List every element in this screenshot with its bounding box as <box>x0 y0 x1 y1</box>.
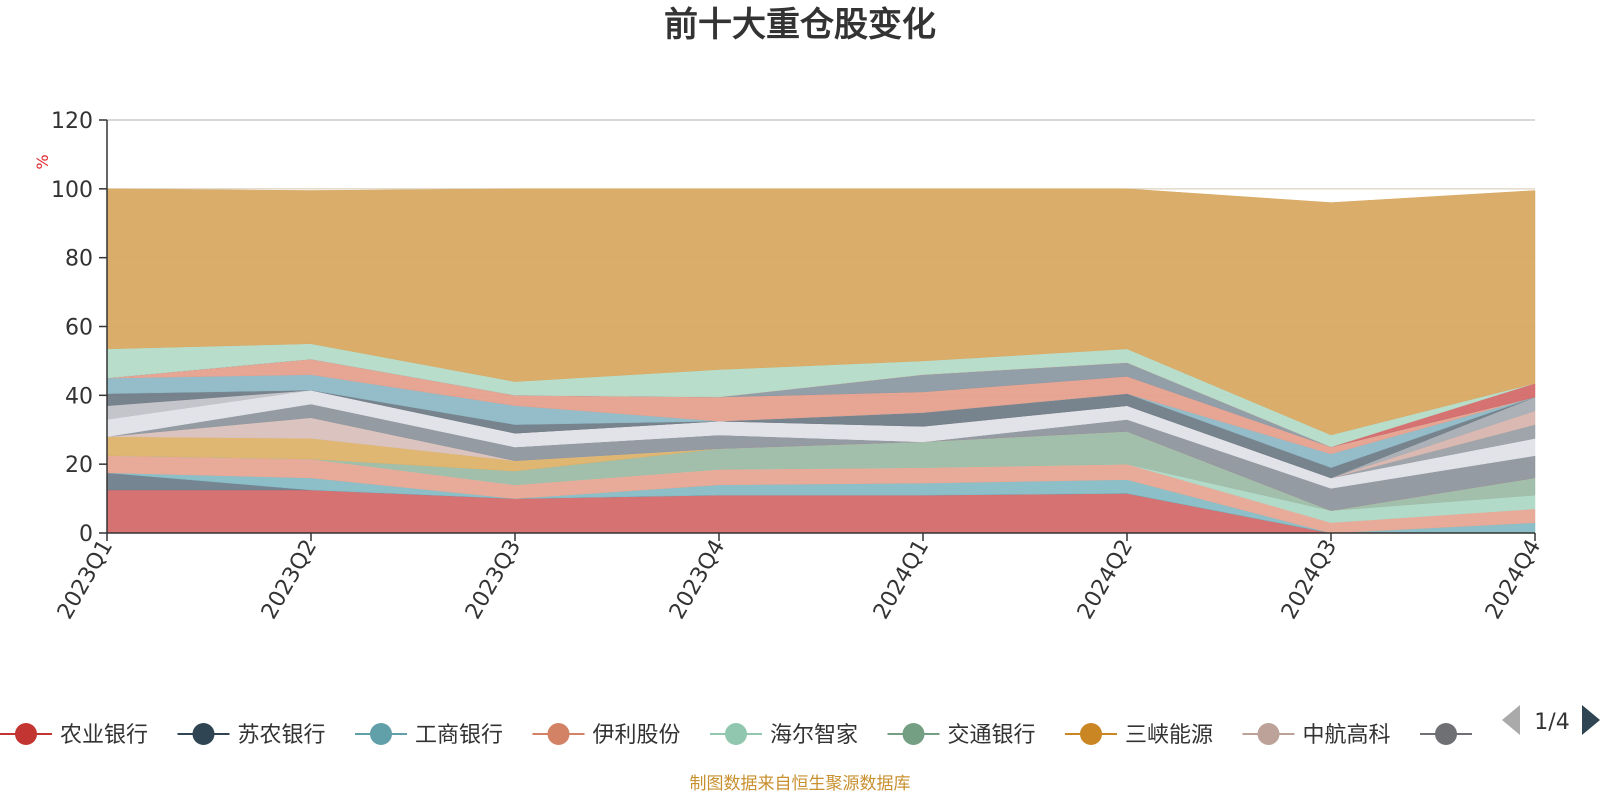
x-ticks: 2023Q1 2023Q2 2023Q3 2023Q4 2024Q1 2024Q2 2024… <box>53 533 1546 624</box>
legend-marker-0 <box>15 723 37 745</box>
x-tick-label-2: 2023Q3 <box>461 536 526 624</box>
legend-item-5[interactable]: 交通银行 <box>887 723 1036 748</box>
chart-title: 前十大重仓股变化 <box>664 5 936 45</box>
y-tick-label-5: 100 <box>51 178 93 203</box>
legend-marker-3 <box>547 723 570 745</box>
legend-pager: 1/4 <box>1502 705 1600 735</box>
y-tick-label-1: 20 <box>65 453 93 478</box>
legend-marker-8 <box>1435 723 1457 745</box>
x-tick-label-6: 2024Q3 <box>1277 536 1342 624</box>
y-axis-unit: % <box>33 154 52 169</box>
legend-label-2: 工商银行 <box>415 723 503 748</box>
legend-item-7[interactable]: 中航高科 <box>1242 723 1391 748</box>
legend-label-5: 交通银行 <box>948 723 1036 748</box>
x-tick-label-3: 2023Q4 <box>665 536 730 624</box>
legend[interactable]: 农业银行 苏农银行 工商银行 伊利股份 海尔智家 交通银行 三峡能源 中航高科 中国神华 <box>0 723 1568 748</box>
x-tick-label-5: 2024Q2 <box>1073 536 1138 624</box>
legend-item-1[interactable]: 苏农银行 <box>177 723 326 748</box>
legend-item-4[interactable]: 海尔智家 <box>710 723 858 748</box>
legend-marker-5 <box>902 723 925 745</box>
area-series-21 <box>106 188 1536 436</box>
area-series <box>106 188 1536 534</box>
legend-prev-icon[interactable] <box>1502 705 1520 735</box>
legend-next-icon[interactable] <box>1582 705 1600 735</box>
legend-label-1: 苏农银行 <box>238 723 326 748</box>
legend-label-3: 伊利股份 <box>593 723 681 748</box>
legend-marker-7 <box>1257 723 1280 745</box>
legend-marker-6 <box>1080 723 1102 745</box>
legend-label-0: 农业银行 <box>60 723 148 748</box>
legend-item-0[interactable]: 农业银行 <box>0 723 148 748</box>
y-tick-label-2: 40 <box>65 384 93 409</box>
legend-label-8: 中国神华 <box>1480 723 1568 748</box>
legend-marker-1 <box>192 723 215 745</box>
legend-item-8[interactable]: 中国神华 <box>1420 723 1568 748</box>
footer-source: 制图数据来自恒生聚源数据库 <box>690 774 911 794</box>
x-tick-label-1: 2023Q2 <box>257 536 322 624</box>
y-ticks: 0 20 40 60 80 100 120 <box>51 109 107 547</box>
legend-label-6: 三峡能源 <box>1125 723 1213 748</box>
x-tick-label-4: 2024Q1 <box>869 536 934 624</box>
legend-item-6[interactable]: 三峡能源 <box>1065 723 1213 748</box>
legend-item-2[interactable]: 工商银行 <box>355 723 503 748</box>
x-tick-label-0: 2023Q1 <box>53 536 118 624</box>
legend-label-4: 海尔智家 <box>770 723 858 748</box>
legend-item-3[interactable]: 伊利股份 <box>532 723 681 748</box>
y-tick-label-6: 120 <box>51 109 93 134</box>
legend-marker-2 <box>370 723 392 745</box>
legend-page-label: 1/4 <box>1534 710 1569 735</box>
legend-label-7: 中航高科 <box>1303 723 1391 748</box>
y-tick-label-0: 0 <box>79 522 93 547</box>
y-tick-label-4: 80 <box>65 247 93 272</box>
legend-marker-4 <box>725 723 747 745</box>
x-tick-label-7: 2024Q4 <box>1481 536 1546 624</box>
y-tick-label-3: 60 <box>65 316 93 341</box>
